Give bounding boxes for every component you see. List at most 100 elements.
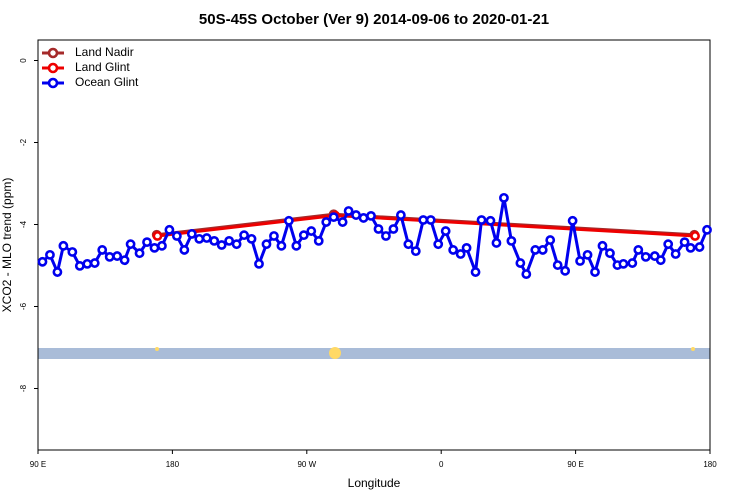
data-point — [403, 239, 414, 250]
data-point — [224, 235, 235, 246]
data-point — [521, 269, 532, 280]
data-point — [537, 245, 548, 255]
data-point — [358, 213, 369, 223]
data-point — [276, 240, 287, 251]
y-tick-label: -2 — [19, 138, 28, 146]
chart-title: 50S-45S October (Ver 9) 2014-09-06 to 20… — [199, 11, 549, 28]
band-marker — [329, 347, 341, 359]
y-tick-label: -8 — [19, 384, 28, 392]
data-point — [605, 248, 615, 259]
data-point — [499, 192, 509, 203]
data-point — [567, 215, 578, 226]
data-point — [582, 249, 593, 260]
data-point — [575, 256, 585, 266]
data-point — [201, 233, 212, 243]
data-point — [433, 239, 444, 250]
data-point — [670, 249, 681, 259]
data-point — [663, 239, 674, 250]
data-point — [515, 258, 526, 268]
data-point — [455, 249, 466, 259]
data-point — [545, 235, 556, 245]
data-point — [388, 224, 399, 234]
data-point — [209, 235, 220, 246]
y-tick-label: -6 — [19, 302, 28, 310]
data-point — [679, 237, 690, 248]
data-point — [506, 235, 517, 246]
data-point — [89, 258, 100, 268]
data-point — [142, 237, 152, 248]
data-point — [440, 226, 451, 236]
data-point — [627, 258, 638, 268]
data-point — [381, 231, 391, 241]
data-point — [618, 258, 629, 269]
data-point — [491, 238, 502, 248]
data-point — [45, 249, 55, 260]
y-axis-label: XCO2 - MLO trend (ppm) — [0, 178, 14, 313]
data-point — [171, 231, 182, 241]
data-point — [194, 233, 205, 244]
legend-label: Land Nadir — [75, 45, 134, 59]
data-point — [306, 226, 317, 236]
legend-marker — [47, 47, 59, 59]
data-point — [418, 215, 429, 225]
data-point — [104, 251, 115, 262]
data-point — [373, 224, 384, 234]
data-point — [269, 231, 279, 241]
data-point — [633, 245, 644, 255]
data-point — [186, 229, 197, 239]
data-point — [337, 217, 348, 227]
data-point — [179, 245, 190, 255]
data-point — [164, 224, 175, 235]
data-point — [82, 258, 93, 269]
data-point — [366, 210, 376, 221]
x-tick-label: 90 E — [30, 460, 46, 469]
band-marker — [691, 347, 695, 351]
data-point — [476, 215, 487, 225]
band-marker — [155, 347, 159, 351]
data-point — [560, 265, 571, 276]
data-point — [425, 215, 436, 225]
data-point — [313, 235, 324, 246]
data-point — [157, 240, 167, 251]
x-tick-label: 0 — [439, 460, 444, 469]
data-point — [702, 224, 712, 235]
data-point — [152, 231, 163, 241]
data-point — [298, 230, 309, 241]
plot-frame — [37, 39, 711, 451]
data-point — [119, 255, 130, 266]
data-point — [291, 240, 302, 251]
legend-marker — [47, 77, 59, 89]
data-point — [74, 261, 85, 271]
data-point — [125, 239, 136, 250]
land-band — [38, 348, 710, 359]
data-point — [134, 248, 145, 259]
data-point — [231, 239, 242, 250]
y-tick-label: 0 — [19, 58, 28, 63]
data-point — [530, 245, 541, 255]
data-point — [239, 230, 249, 241]
legend-label: Ocean Glint — [75, 75, 139, 89]
data-point — [37, 256, 48, 267]
data-point — [283, 215, 294, 226]
data-point — [97, 245, 108, 255]
data-point — [395, 210, 406, 220]
legend-marker — [47, 62, 59, 74]
data-point — [343, 206, 354, 216]
data-point — [58, 240, 69, 251]
data-point — [640, 251, 651, 262]
data-point — [485, 215, 496, 226]
data-point — [328, 212, 339, 223]
data-point — [254, 258, 264, 269]
data-point — [410, 246, 421, 257]
data-point — [321, 217, 332, 227]
data-point — [216, 240, 227, 250]
x-tick-label: 90 W — [297, 460, 316, 469]
data-point — [694, 242, 705, 252]
data-point — [67, 247, 78, 257]
data-point — [590, 267, 600, 277]
data-point — [461, 242, 472, 253]
data-point — [685, 242, 696, 253]
